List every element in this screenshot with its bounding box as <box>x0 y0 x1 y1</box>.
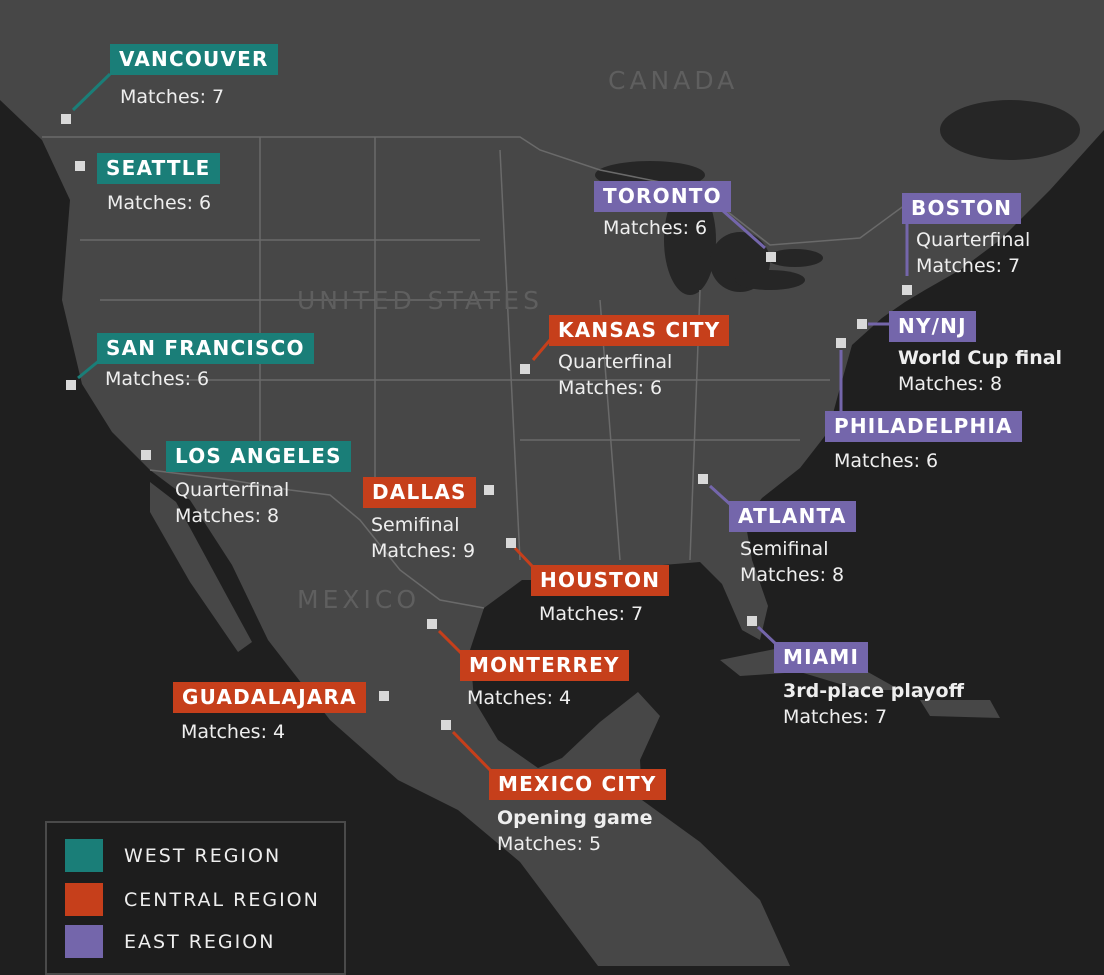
country-label-canada: CANADA <box>608 66 739 95</box>
city-info-monterrey: Matches: 4 <box>467 685 571 711</box>
matches-count: Matches: 4 <box>467 687 572 709</box>
city-label-philadelphia[interactable]: PHILADELPHIA <box>825 411 1022 442</box>
city-label-nynj[interactable]: NY/NJ <box>889 311 976 342</box>
matches-count: Matches: 6 <box>105 368 210 390</box>
matches-count: Matches: 6 <box>107 192 212 214</box>
legend-swatch-west <box>65 839 103 872</box>
match-note: Semifinal <box>740 538 829 560</box>
match-note: Semifinal <box>371 514 460 536</box>
legend-label: CENTRAL REGION <box>124 888 320 911</box>
legend: WEST REGION CENTRAL REGION EAST REGION <box>45 821 346 975</box>
legend-swatch-east <box>65 925 103 958</box>
leader-mexico-city <box>451 730 494 774</box>
city-marker-boston[interactable] <box>902 285 912 295</box>
leader-toronto <box>721 208 766 250</box>
match-note: World Cup final <box>898 347 1063 369</box>
city-info-boston: Quarterfinal Matches: 7 <box>916 227 1030 279</box>
city-marker-guadalajara[interactable] <box>379 691 389 701</box>
city-info-philadelphia: Matches: 6 <box>834 448 938 474</box>
city-label-miami[interactable]: MIAMI <box>774 642 869 673</box>
city-marker-toronto[interactable] <box>766 252 776 262</box>
city-label-mexico-city[interactable]: MEXICO CITY <box>489 769 666 800</box>
city-marker-atlanta[interactable] <box>698 474 708 484</box>
city-label-seattle[interactable]: SEATTLE <box>97 153 220 184</box>
city-info-san-francisco: Matches: 6 <box>105 366 209 392</box>
islands <box>920 700 1000 718</box>
city-label-san-francisco[interactable]: SAN FRANCISCO <box>97 333 314 364</box>
match-note: Quarterfinal <box>558 351 673 373</box>
matches-count: Matches: 7 <box>539 603 644 625</box>
matches-count: Matches: 8 <box>175 505 280 527</box>
matches-count: Matches: 7 <box>916 255 1021 277</box>
city-label-kansas-city[interactable]: KANSAS CITY <box>549 315 730 346</box>
city-marker-san-francisco[interactable] <box>66 380 76 390</box>
city-marker-kansas-city[interactable] <box>520 364 530 374</box>
baja-peninsula <box>150 482 252 652</box>
city-info-nynj: World Cup final Matches: 8 <box>898 345 1062 397</box>
leader-houston <box>513 546 535 569</box>
matches-count: Matches: 5 <box>497 833 602 855</box>
matches-count: Matches: 7 <box>783 706 888 728</box>
leader-kansas-city <box>531 339 552 361</box>
city-label-dallas[interactable]: DALLAS <box>363 477 476 508</box>
city-marker-philadelphia[interactable] <box>836 338 846 348</box>
matches-count: Matches: 6 <box>558 377 663 399</box>
city-info-houston: Matches: 7 <box>539 601 643 627</box>
leader-lines <box>71 72 909 774</box>
city-label-boston[interactable]: BOSTON <box>902 193 1022 224</box>
city-info-toronto: Matches: 6 <box>603 215 707 241</box>
city-marker-los-angeles[interactable] <box>141 450 151 460</box>
match-note: Opening game <box>497 807 653 829</box>
legend-item-east: EAST REGION <box>65 925 275 958</box>
city-info-los-angeles: Quarterfinal Matches: 8 <box>175 477 289 529</box>
city-marker-vancouver[interactable] <box>61 114 71 124</box>
matches-count: Matches: 8 <box>740 564 845 586</box>
city-marker-monterrey[interactable] <box>427 619 437 629</box>
legend-label: EAST REGION <box>124 930 276 953</box>
match-note: Quarterfinal <box>916 229 1031 251</box>
city-marker-dallas[interactable] <box>484 485 494 495</box>
matches-count: Matches: 8 <box>898 373 1003 395</box>
city-label-monterrey[interactable]: MONTERREY <box>460 650 629 681</box>
leader-monterrey <box>437 629 464 656</box>
city-label-guadalajara[interactable]: GUADALAJARA <box>173 682 366 713</box>
city-info-miami: 3rd-place playoff Matches: 7 <box>783 678 964 730</box>
city-marker-miami[interactable] <box>747 616 757 626</box>
city-marker-nynj[interactable] <box>857 319 867 329</box>
match-note: 3rd-place playoff <box>783 680 964 702</box>
city-info-atlanta: Semifinal Matches: 8 <box>740 536 844 588</box>
city-label-los-angeles[interactable]: LOS ANGELES <box>166 441 351 472</box>
city-info-vancouver: Matches: 7 <box>120 84 224 110</box>
legend-item-west: WEST REGION <box>65 839 281 872</box>
city-label-houston[interactable]: HOUSTON <box>531 565 670 596</box>
country-label-usa: UNITED STATES <box>297 286 543 315</box>
leader-san-francisco <box>77 358 101 380</box>
matches-count: Matches: 4 <box>181 721 286 743</box>
matches-count: Matches: 6 <box>603 217 708 239</box>
city-info-guadalajara: Matches: 4 <box>181 719 285 745</box>
leader-miami <box>756 625 779 647</box>
leader-atlanta <box>708 484 734 508</box>
city-marker-mexico-city[interactable] <box>441 720 451 730</box>
matches-count: Matches: 9 <box>371 540 476 562</box>
city-marker-houston[interactable] <box>506 538 516 548</box>
matches-count: Matches: 6 <box>834 450 939 472</box>
city-info-seattle: Matches: 6 <box>107 190 211 216</box>
city-info-mexico-city: Opening game Matches: 5 <box>497 805 653 857</box>
city-label-toronto[interactable]: TORONTO <box>594 181 731 212</box>
legend-item-central: CENTRAL REGION <box>65 883 320 916</box>
great-lakes <box>595 100 1080 295</box>
match-note: Quarterfinal <box>175 479 290 501</box>
city-label-vancouver[interactable]: VANCOUVER <box>110 44 278 75</box>
city-info-kansas-city: Quarterfinal Matches: 6 <box>558 349 672 401</box>
leader-vancouver <box>71 72 112 112</box>
legend-swatch-central <box>65 883 103 916</box>
matches-count: Matches: 7 <box>120 86 225 108</box>
legend-label: WEST REGION <box>124 844 282 867</box>
country-label-mexico: MEXICO <box>297 585 420 614</box>
city-info-dallas: Semifinal Matches: 9 <box>371 512 475 564</box>
city-marker-seattle[interactable] <box>75 161 85 171</box>
city-label-atlanta[interactable]: ATLANTA <box>729 501 856 532</box>
